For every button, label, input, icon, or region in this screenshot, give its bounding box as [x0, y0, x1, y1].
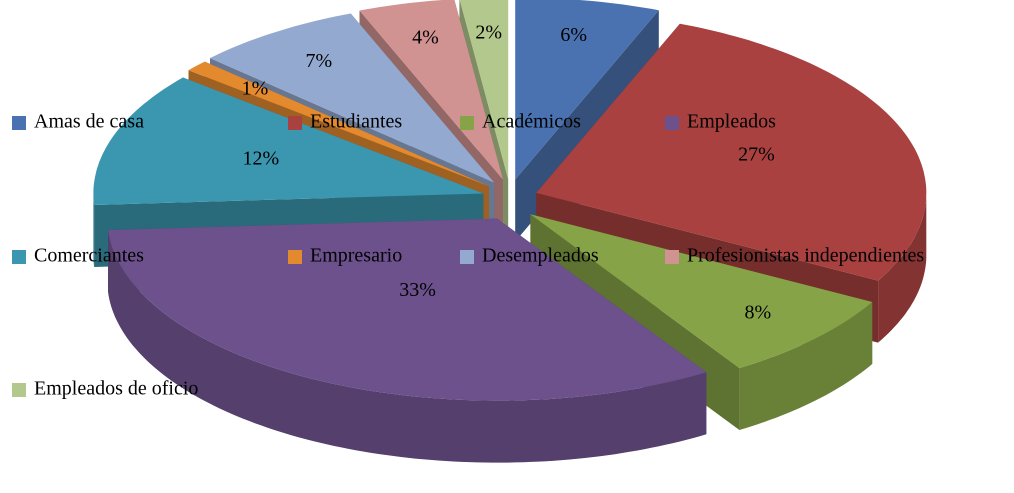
- legend-swatch: [288, 116, 302, 130]
- slice-top: [459, 0, 509, 180]
- legend-label: Académicos: [482, 111, 581, 133]
- slice-top: [530, 214, 873, 368]
- legend-swatch: [460, 116, 474, 130]
- legend-label: Empleados de oficio: [34, 378, 198, 400]
- legend-swatch: [12, 383, 26, 397]
- legend-label: Empleados: [687, 111, 776, 133]
- legend: Amas de casa Estudiantes Académicos Emplead…: [12, 111, 924, 400]
- data-label: 27%: [738, 144, 775, 166]
- legend-label: Empresario: [310, 245, 402, 267]
- legend-swatch: [665, 250, 679, 264]
- data-label: 33%: [399, 279, 436, 301]
- slice-top: [210, 13, 495, 183]
- slice-wall: [93, 193, 95, 267]
- slice-top: [93, 77, 484, 205]
- slice: [108, 218, 707, 463]
- legend-swatch: [288, 250, 302, 264]
- data-label: 1%: [242, 77, 269, 99]
- data-label: 4%: [412, 26, 439, 48]
- data-label: 12%: [242, 147, 279, 169]
- labels: 6% 27% 8% 33% 12% 1% 7% 4% 2%: [242, 21, 775, 323]
- legend-label: Comerciantes: [34, 245, 144, 267]
- legend-label: Estudiantes: [310, 111, 402, 133]
- legend-label: Profesionistas independientes: [687, 245, 924, 267]
- data-label: 8%: [745, 302, 772, 324]
- legend-swatch: [460, 250, 474, 264]
- legend-swatch: [665, 116, 679, 130]
- legend-label: Desempleados: [482, 245, 599, 267]
- slice-top: [188, 61, 489, 187]
- data-label: 6%: [560, 24, 587, 46]
- slice-top: [515, 0, 659, 180]
- legend-swatch: [12, 250, 26, 264]
- legend-swatch: [12, 116, 26, 130]
- data-label: 2%: [475, 21, 502, 43]
- slice-top: [108, 218, 707, 401]
- pie: [93, 0, 927, 463]
- slice-wall: [739, 302, 873, 430]
- data-label: 7%: [306, 50, 333, 72]
- slice-wall: [878, 192, 927, 343]
- slice-wall: [108, 230, 707, 463]
- slice-top: [536, 23, 927, 281]
- legend-label: Amas de casa: [34, 111, 144, 133]
- slice-top: [359, 0, 503, 180]
